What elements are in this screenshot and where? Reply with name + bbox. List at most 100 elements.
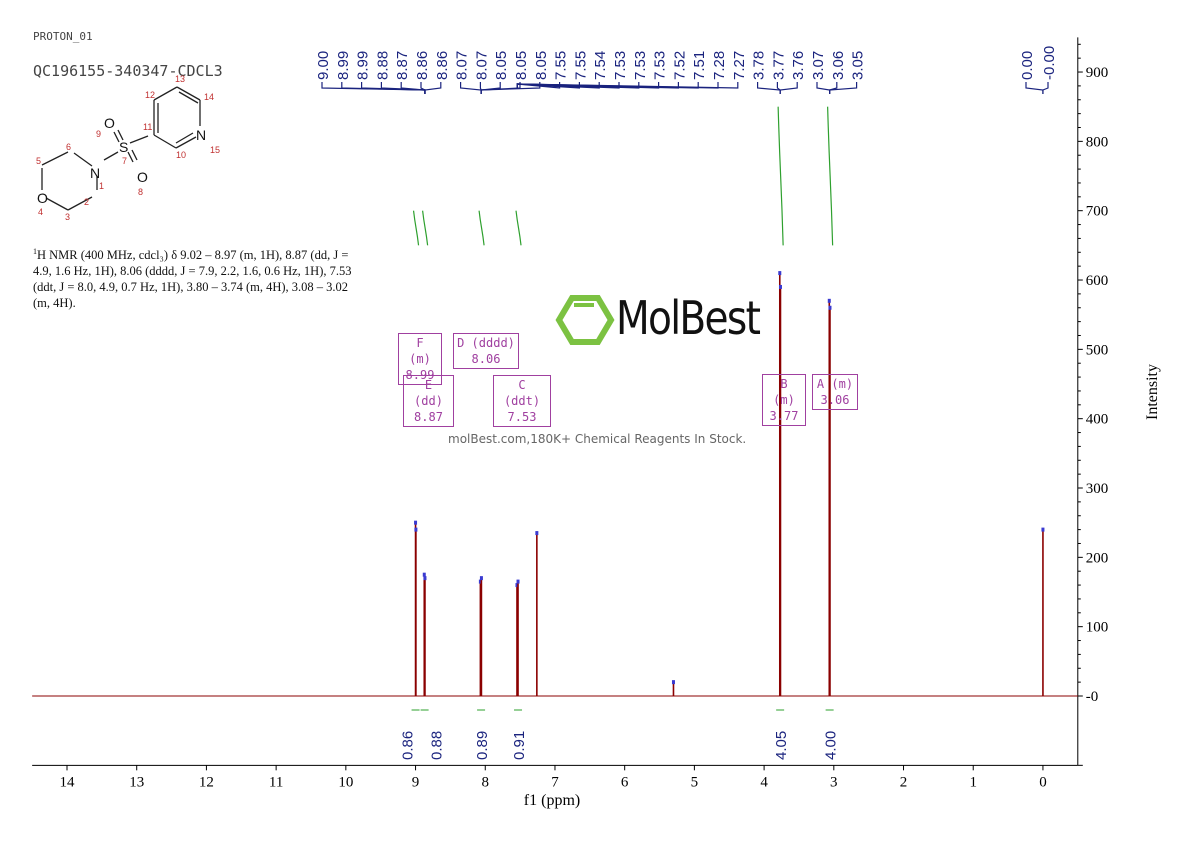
peak-label: 8.07 — [454, 51, 471, 80]
peak-marker — [414, 527, 418, 532]
peak-label: 8.05 — [513, 51, 530, 80]
peak-marker — [423, 576, 427, 581]
peak-label: 8.86 — [414, 51, 431, 80]
x-tick-label: 6 — [621, 774, 629, 790]
peak-label-leader — [1042, 82, 1049, 94]
description-text: H NMR (400 MHz, cdcl₃) δ 9.02 – 8.97 (m,… — [33, 248, 352, 311]
peak-label: 3.76 — [790, 51, 807, 80]
x-tick-label: 2 — [900, 774, 908, 790]
peak-label-leader — [516, 82, 739, 89]
integral-value: 0.89 — [474, 731, 491, 760]
peak-label: 7.53 — [632, 51, 649, 80]
peak-label: -0.00 — [1041, 46, 1058, 80]
peak-label: 3.07 — [810, 51, 827, 80]
integral-value: 4.00 — [823, 731, 840, 760]
peak-label-leader — [480, 82, 501, 94]
y-tick-label: 500 — [1086, 342, 1109, 358]
peak-marker — [414, 520, 418, 525]
peak-label: 0.00 — [1019, 51, 1036, 80]
integral-curve — [412, 210, 420, 246]
y-tick-label: -0 — [1086, 689, 1099, 705]
multiplet-box-b: B (m) 3.77 — [762, 374, 806, 426]
peak-label-leader — [460, 82, 482, 94]
peak-label: 7.52 — [671, 51, 688, 80]
peak-marker — [422, 572, 426, 577]
y-tick-label: 600 — [1086, 273, 1109, 289]
x-tick-label: 10 — [338, 774, 353, 790]
superscript: 1 — [33, 247, 37, 256]
peak-marker — [515, 583, 519, 588]
peak-marker — [778, 271, 782, 276]
nmr-description: 1H NMR (400 MHz, cdcl₃) δ 9.02 – 8.97 (m… — [33, 244, 363, 311]
integral-curve — [478, 210, 485, 246]
x-axis-label: f1 (ppm) — [524, 792, 580, 809]
multiplet-box-d: D (dddd) 8.06 — [453, 333, 519, 369]
integral-curve — [827, 106, 834, 246]
peak-marker — [778, 284, 782, 289]
peak-label: 8.07 — [473, 51, 490, 80]
peak-label: 7.55 — [572, 51, 589, 80]
watermark-tagline: molBest.com,180K+ Chemical Reagents In S… — [448, 432, 747, 446]
peak-marker — [535, 531, 539, 536]
y-tick-label: 300 — [1086, 481, 1109, 497]
peak-label: 8.88 — [374, 51, 391, 80]
x-tick-label: 11 — [269, 774, 283, 790]
peak-marker — [479, 576, 483, 581]
integral-curve — [422, 210, 429, 246]
sample-name: QC196155-340347-CDCL3 — [33, 62, 223, 80]
peak-marker — [828, 305, 832, 310]
x-tick-label: 4 — [760, 774, 768, 790]
peak-label: 3.77 — [770, 51, 787, 80]
peak-marker — [827, 298, 831, 303]
y-tick-label: 900 — [1086, 65, 1109, 81]
y-tick-label: 800 — [1086, 134, 1109, 150]
peak-label-leader — [756, 82, 781, 94]
peak-label-leader — [829, 82, 858, 94]
peak-label: 3.78 — [751, 51, 768, 80]
peak-label: 7.54 — [592, 51, 609, 80]
y-tick-label: 700 — [1086, 204, 1109, 220]
integral-curve — [515, 210, 522, 246]
y-tick-label: 400 — [1086, 412, 1109, 428]
peak-label: 7.53 — [652, 51, 669, 80]
peak-label: 7.27 — [731, 51, 748, 80]
peak-label-leader — [816, 82, 831, 94]
integral-value: 0.88 — [429, 731, 446, 760]
x-tick-label: 7 — [551, 774, 559, 790]
x-tick-label: 9 — [412, 774, 420, 790]
y-tick-label: 100 — [1086, 620, 1109, 636]
peak-label: 8.87 — [394, 51, 411, 80]
integral-value: 4.05 — [773, 731, 790, 760]
peak-label: 7.53 — [612, 51, 629, 80]
peak-label: 3.06 — [830, 51, 847, 80]
x-tick-label: 3 — [830, 774, 838, 790]
peak-label: 7.51 — [691, 51, 708, 80]
multiplet-box-e: E (dd) 8.87 — [403, 375, 454, 427]
peak-marker — [671, 680, 675, 685]
peak-label-leader — [1025, 82, 1044, 94]
multiplet-box-a: A (m) 3.06 — [812, 374, 858, 410]
y-axis-label: Intensity — [1144, 364, 1161, 420]
watermark-brand: MolBest — [616, 291, 761, 345]
peak-label: 7.55 — [553, 51, 570, 80]
x-tick-label: 5 — [691, 774, 699, 790]
peak-label-leader — [779, 82, 798, 94]
peak-label: 8.05 — [493, 51, 510, 80]
experiment-name: PROTON_01 — [33, 30, 93, 43]
x-tick-label: 8 — [482, 774, 490, 790]
peak-label: 8.99 — [335, 51, 352, 80]
x-tick-label: 12 — [199, 774, 214, 790]
integral-value: 0.86 — [400, 731, 417, 760]
peak-label: 9.00 — [315, 51, 332, 80]
integral-value: 0.91 — [511, 731, 528, 760]
integral-curve — [777, 106, 784, 246]
y-tick-label: 200 — [1086, 550, 1109, 566]
peak-label: 8.99 — [355, 51, 372, 80]
peak-label-leader — [829, 82, 838, 94]
peak-label: 7.28 — [711, 51, 728, 80]
x-tick-label: 0 — [1039, 774, 1047, 790]
peak-label: 8.05 — [533, 51, 550, 80]
x-tick-label: 13 — [129, 774, 144, 790]
x-tick-label: 1 — [969, 774, 977, 790]
